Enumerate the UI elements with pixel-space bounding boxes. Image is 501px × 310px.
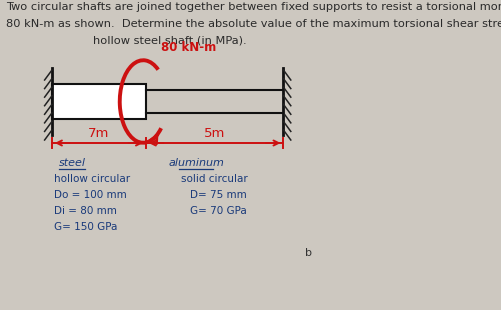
Text: b: b [305, 247, 312, 258]
Text: 7m: 7m [88, 127, 110, 140]
Text: aluminum: aluminum [168, 157, 224, 167]
Text: G= 150 GPa: G= 150 GPa [54, 223, 117, 232]
Text: G= 70 GPa: G= 70 GPa [189, 206, 246, 216]
Text: hollow steel shaft (in MPa).: hollow steel shaft (in MPa). [93, 36, 246, 46]
Bar [52, 84, 146, 119]
Text: D= 75 mm: D= 75 mm [189, 191, 246, 201]
Text: Di = 80 mm: Di = 80 mm [54, 206, 117, 216]
Text: hollow circular: hollow circular [54, 175, 130, 184]
Text: solid circular: solid circular [181, 175, 248, 184]
Text: steel: steel [59, 157, 86, 167]
Text: 5m: 5m [204, 127, 225, 140]
Text: 80 kN-m: 80 kN-m [161, 41, 216, 54]
Text: Two circular shafts are joined together between fixed supports to resist a torsi: Two circular shafts are joined together … [6, 2, 501, 12]
Text: Do = 100 mm: Do = 100 mm [54, 191, 126, 201]
Text: 80 kN-m as shown.  Determine the absolute value of the maximum torsional shear s: 80 kN-m as shown. Determine the absolute… [6, 19, 501, 29]
